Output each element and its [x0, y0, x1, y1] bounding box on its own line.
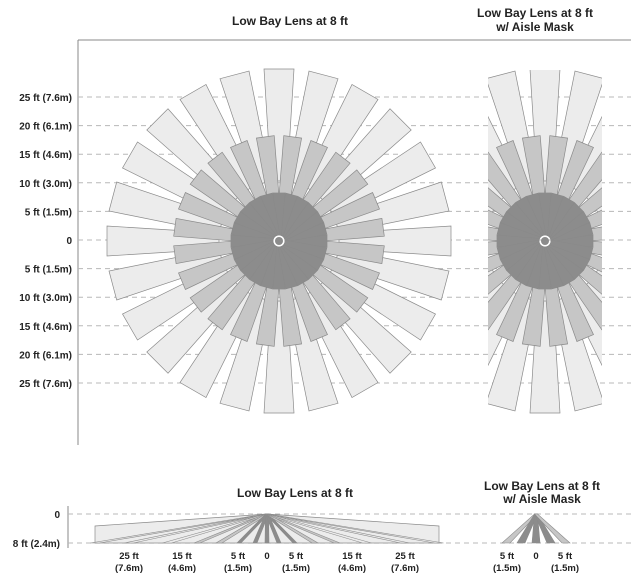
aisle-mask-coverage-pattern — [488, 70, 631, 414]
sensor-center — [541, 237, 549, 245]
y-axis-label: 25 ft (7.6m) — [19, 93, 72, 104]
bottom-x-labels: 25 ft(7.6m)15 ft(4.6m)5 ft(1.5m)0 5 ft(1.… — [115, 551, 579, 574]
x-axis-label-ft: 15 ft — [342, 551, 362, 562]
coverage-zone — [283, 239, 328, 260]
y-axis-label: 10 ft (3.0m) — [19, 179, 72, 190]
side-beam — [533, 513, 571, 544]
y-axis-label: 25 ft (7.6m) — [19, 379, 72, 390]
x-axis-label-m: (1.5m) — [551, 563, 579, 574]
y-axis-label: 20 ft (6.1m) — [19, 350, 72, 361]
x-axis-label-ft: 25 ft — [395, 551, 415, 562]
bottom-y-label-8ft: 8 ft (2.4m) — [13, 539, 60, 550]
top-title-right-line2: w/ Aisle Mask — [495, 20, 574, 34]
x-axis-label-ft: 5 ft — [289, 551, 304, 562]
x-axis-label-ft: 25 ft — [119, 551, 139, 562]
sensor-center — [275, 237, 283, 245]
coverage-zone — [549, 239, 594, 260]
x-axis-label-m: (1.5m) — [224, 563, 252, 574]
coverage-zone — [605, 226, 631, 256]
bottom-title-right-line1: Low Bay Lens at 8 ft — [484, 479, 600, 493]
y-axis-label: 0 — [66, 236, 72, 247]
x-axis-label-ft: 5 ft — [558, 551, 573, 562]
x-axis-label-ft: 5 ft — [500, 551, 515, 562]
y-axis-label: 10 ft (3.0m) — [19, 293, 72, 304]
bottom-title-right-line2: w/ Aisle Mask — [502, 492, 581, 506]
x-axis-label-m: (1.5m) — [282, 563, 310, 574]
y-axis-label: 5 ft (1.5m) — [25, 207, 72, 218]
x-axis-label-m: (7.6m) — [115, 563, 143, 574]
x-axis-label-ft: 0 — [533, 551, 538, 562]
x-axis-label-m: (7.6m) — [391, 563, 419, 574]
top-title-right-line1: Low Bay Lens at 8 ft — [477, 6, 593, 20]
coverage-zone — [600, 258, 602, 266]
coverage-zone — [600, 216, 602, 224]
low-bay-coverage-pattern — [106, 68, 452, 414]
y-axis-label: 15 ft (4.6m) — [19, 322, 72, 333]
bottom-title-left: Low Bay Lens at 8 ft — [237, 486, 353, 500]
x-axis-label-ft: 0 — [264, 551, 269, 562]
x-axis-label-m: (1.5m) — [493, 563, 521, 574]
y-axis-label: 15 ft (4.6m) — [19, 150, 72, 161]
low-bay-side-view — [90, 513, 444, 544]
x-axis-label-m: (4.6m) — [168, 563, 196, 574]
top-y-labels: 25 ft (7.6m) 20 ft (6.1m) 15 ft (4.6m) 10 f… — [19, 93, 72, 390]
x-axis-label-ft: 5 ft — [231, 551, 246, 562]
x-axis-label-ft: 15 ft — [172, 551, 192, 562]
aisle-mask-side-view — [501, 513, 571, 544]
top-title-left: Low Bay Lens at 8 ft — [232, 14, 348, 28]
y-axis-label: 20 ft (6.1m) — [19, 122, 72, 133]
y-axis-label: 5 ft (1.5m) — [25, 265, 72, 276]
bottom-y-label-0: 0 — [54, 510, 60, 521]
x-axis-label-m: (4.6m) — [338, 563, 366, 574]
side-beam — [265, 513, 444, 544]
